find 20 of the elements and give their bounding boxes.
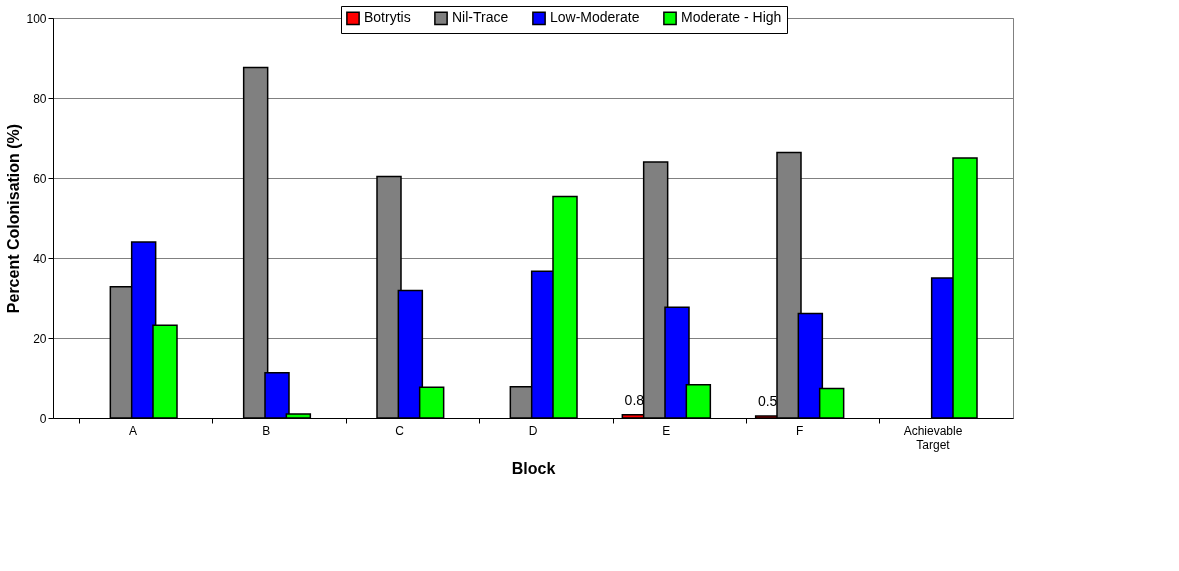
- y-tick-label: 20: [33, 331, 47, 346]
- x-tick-label: C: [395, 423, 405, 438]
- y-tick-label: 100: [26, 11, 47, 26]
- x-tick-label: F: [795, 423, 804, 438]
- x-tick-label: Achievable Target: [903, 423, 963, 452]
- y-tick-label: 40: [33, 251, 47, 266]
- y-tick-label: 80: [33, 91, 47, 106]
- y-axis-title: Percent Colonisation (%): [5, 123, 23, 314]
- legend-label: Nil-Trace: [452, 9, 509, 26]
- x-tick-label: E: [662, 423, 671, 438]
- y-tick-label: 0: [39, 411, 47, 426]
- legend-label: Botrytis: [364, 9, 411, 26]
- x-axis-title: Block: [511, 459, 556, 477]
- data-label: 0.8: [624, 391, 645, 408]
- y-tick-label: 60: [33, 171, 47, 186]
- x-tick-label: B: [262, 423, 271, 438]
- x-tick-label: D: [528, 423, 538, 438]
- legend-label: Low-Moderate: [550, 9, 640, 26]
- legend-label: Moderate - High: [681, 9, 782, 26]
- x-tick-label: A: [128, 423, 138, 438]
